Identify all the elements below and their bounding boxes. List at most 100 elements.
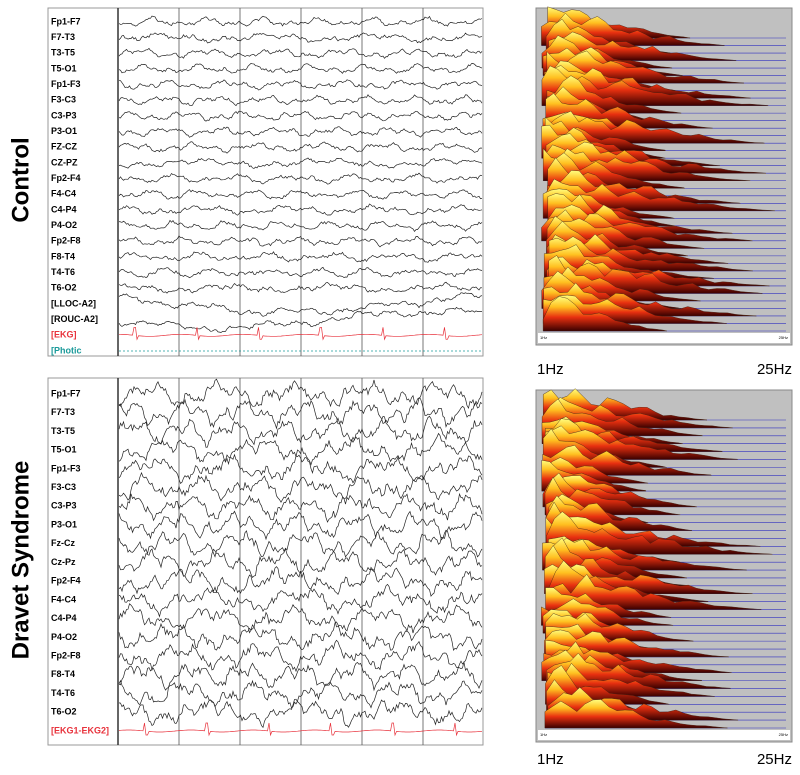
eeg-trace <box>118 621 483 652</box>
eeg-trace <box>118 189 483 200</box>
spectrum-min-label: 1Hz <box>537 751 564 768</box>
spectrum-min-label: 1Hz <box>537 361 564 378</box>
spectrum-max-label: 25Hz <box>757 751 792 768</box>
spectrum-layer <box>544 425 739 460</box>
channel-label: T3-T5 <box>51 426 75 436</box>
eeg-trace <box>118 251 483 263</box>
eeg-trace <box>118 603 483 634</box>
eeg-trace <box>118 32 483 44</box>
channel-label: T3-T5 <box>51 48 75 58</box>
spectrum-inner-max: 25Hz <box>779 335 788 340</box>
eeg-trace <box>118 679 483 709</box>
channel-label: F7-T3 <box>51 407 75 417</box>
channel-label: F8-T4 <box>51 669 75 679</box>
eeg-trace <box>118 566 483 597</box>
channel-label: F3-C3 <box>51 482 76 492</box>
eeg-trace <box>118 639 483 673</box>
channel-label: Fp2-F4 <box>51 173 81 183</box>
channel-label: F3-C3 <box>51 95 76 105</box>
spectrum-layer <box>542 296 667 332</box>
channel-label: P4-O2 <box>51 220 77 230</box>
channel-label: CZ-PZ <box>51 157 78 167</box>
channel-label: C3-P3 <box>51 501 77 511</box>
channel-label: T5-O1 <box>51 445 77 455</box>
eeg-trace <box>118 432 483 466</box>
channel-label: T6-O2 <box>51 283 77 293</box>
channel-label: [ROUC-A2] <box>51 314 98 324</box>
spectrum-layer <box>544 699 728 729</box>
channel-label: F8-T4 <box>51 251 75 261</box>
eeg-trace <box>118 510 483 541</box>
eeg-trace <box>118 266 483 279</box>
channel-label: P3-O1 <box>51 126 77 136</box>
channel-label: Fp2-F4 <box>51 576 81 586</box>
channel-label: T5-O1 <box>51 63 77 73</box>
channel-label: Cz-Pz <box>51 557 76 567</box>
eeg-trace <box>118 235 483 248</box>
channel-label: C4-P4 <box>51 204 77 214</box>
eeg-trace <box>118 397 483 430</box>
channel-label: [EKG] <box>51 330 77 340</box>
eeg-trace <box>118 15 483 27</box>
channel-label: [EKG1-EKG2] <box>51 725 109 735</box>
eeg-trace <box>118 63 483 74</box>
channel-label: Fp1-F3 <box>51 79 81 89</box>
spectrum-axis <box>538 333 790 343</box>
channel-label: T4-T6 <box>51 688 75 698</box>
spectrum-inner-min: 1Hz <box>540 732 547 737</box>
channel-label: F4-C4 <box>51 594 76 604</box>
eeg-trace <box>118 141 483 154</box>
eeg-trace <box>118 415 483 448</box>
eeg-trace <box>118 306 482 333</box>
eeg-trace <box>118 529 483 558</box>
eeg-trace <box>118 157 483 169</box>
eeg-trace <box>118 583 483 618</box>
eeg-trace <box>118 94 483 107</box>
eeg-trace <box>118 219 483 233</box>
channel-label: C4-P4 <box>51 613 77 623</box>
eeg-trace <box>118 660 483 692</box>
ekg-trace <box>119 326 483 341</box>
eeg-trace <box>118 79 483 91</box>
spectrum-layer <box>546 573 762 610</box>
eeg-trace <box>118 47 483 59</box>
channel-label: T4-T6 <box>51 267 75 277</box>
channel-label: Fp2-F8 <box>51 650 81 660</box>
channel-label: [Photic <box>51 345 82 355</box>
channel-label: C3-P3 <box>51 110 77 120</box>
channel-label: Fz-Cz <box>51 538 75 548</box>
eeg-trace <box>118 378 483 410</box>
channel-label: Fp1-F3 <box>51 463 81 473</box>
channel-label: FZ-CZ <box>51 142 77 152</box>
eeg-trace <box>118 471 483 503</box>
eeg-trace <box>118 110 483 122</box>
channel-label: F7-T3 <box>51 32 75 42</box>
spectrum-inner-min: 1Hz <box>540 335 547 340</box>
eeg-trace <box>118 292 483 317</box>
eeg-trace <box>118 453 483 484</box>
eeg-trace <box>118 698 483 729</box>
channel-label: [LLOC-A2] <box>51 298 96 308</box>
spectrum-axis <box>538 730 790 740</box>
eeg-trace <box>118 172 483 185</box>
panel-title: Control <box>7 137 34 222</box>
channel-label: Fp2-F8 <box>51 236 81 246</box>
ekg-trace <box>118 722 483 737</box>
channel-label: P4-O2 <box>51 632 77 642</box>
eeg-trace <box>118 492 483 523</box>
eeg-trace <box>118 203 483 216</box>
panel-title: Dravet Syndrome <box>7 461 34 660</box>
spectrum-layer <box>546 110 765 144</box>
eeg-trace <box>118 126 483 138</box>
spectrum-max-label: 25Hz <box>757 361 792 378</box>
channel-label: P3-O1 <box>51 519 77 529</box>
spectrum-inner-max: 25Hz <box>779 732 788 737</box>
eeg-trace <box>118 281 483 294</box>
channel-label: T6-O2 <box>51 707 77 717</box>
channel-label: Fp1-F7 <box>51 16 81 26</box>
spectrum-layer <box>546 511 773 555</box>
channel-label: Fp1-F7 <box>51 388 81 398</box>
spectrum-layer <box>545 178 775 211</box>
channel-label: F4-C4 <box>51 189 76 199</box>
